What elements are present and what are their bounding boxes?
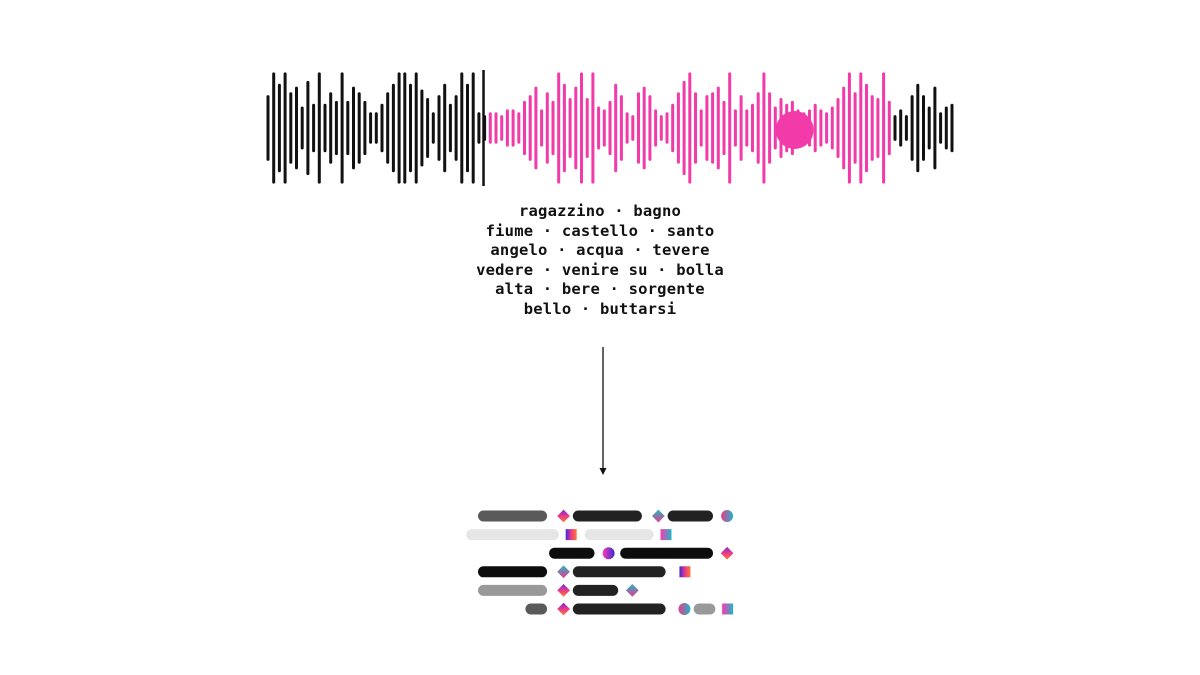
token-bar (478, 510, 548, 522)
token-bar (478, 566, 548, 578)
token-circle (602, 547, 615, 560)
token-bar (549, 547, 595, 559)
token-bar (620, 547, 713, 559)
audio-waveform (266, 70, 954, 186)
token-diamond (720, 546, 734, 560)
token-bar (667, 510, 713, 522)
token-diamond (557, 584, 570, 597)
token-circle (678, 603, 691, 615)
token-diamond (557, 509, 570, 523)
word-line: vedere · venire su · bolla (476, 260, 724, 279)
token-square (679, 566, 691, 578)
token-bar (478, 584, 548, 596)
token-square (565, 529, 577, 541)
token-bar (525, 603, 548, 615)
token-bar (584, 529, 654, 541)
token-bar (572, 566, 666, 578)
token-diamond (625, 584, 639, 597)
word-line: bello · buttarsi (523, 299, 677, 318)
word-line: ragazzino · bagno (518, 202, 682, 220)
token-circle (721, 510, 734, 522)
token-bar (572, 510, 642, 522)
token-diamond (652, 509, 665, 523)
word-line: fiume · castello · santo (485, 221, 715, 240)
word-line: angelo · acqua · tevere (490, 241, 710, 260)
word-line: alta · bere · sorgente (495, 280, 705, 299)
token-bar (693, 603, 716, 615)
token-square (722, 603, 734, 615)
token-diamond (557, 602, 570, 616)
token-diamond (557, 565, 570, 579)
token-bar (466, 529, 559, 541)
token-square (660, 529, 672, 541)
token-bar (572, 584, 619, 596)
transcribed-words: ragazzino · bagno fiume · castello · san… (400, 202, 800, 320)
token-bar (572, 603, 666, 615)
position-marker[interactable] (775, 111, 814, 149)
